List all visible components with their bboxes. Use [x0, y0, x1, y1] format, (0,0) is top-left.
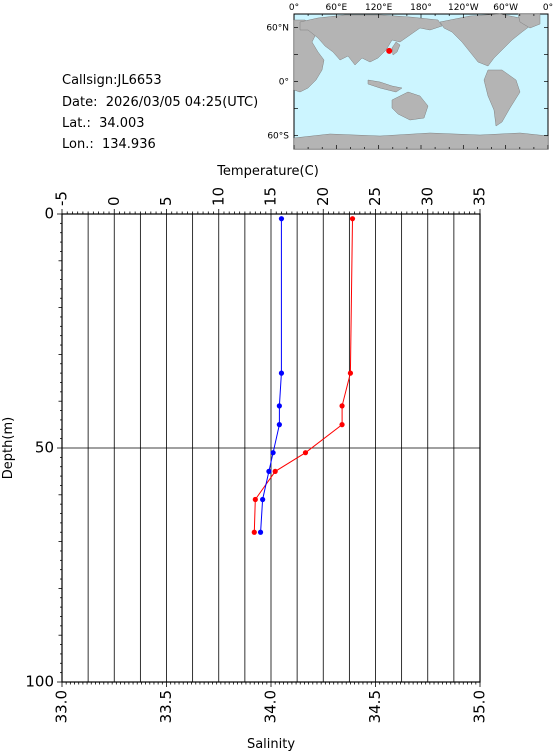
temperature-point: [272, 468, 278, 474]
salinity-point: [257, 529, 264, 535]
temperature-point: [339, 422, 345, 428]
map-lon-label: 120°W: [448, 3, 479, 13]
depth-tick-label: 50: [35, 439, 54, 457]
land-south-america: [483, 69, 521, 127]
land-indonesia: [367, 79, 403, 93]
temperature-tick-label: 20: [314, 187, 332, 206]
salinity-point: [260, 496, 266, 503]
map-lon-label: 180°: [410, 3, 432, 13]
plot-frame: [61, 213, 481, 683]
minor-ticks: [57, 209, 481, 687]
temperature-line: [253, 218, 353, 533]
temperature-tick-label: 5: [157, 196, 175, 206]
salinity-point: [276, 422, 282, 428]
temperature-tick-label: 25: [366, 187, 384, 206]
callsign-text: Callsign:JL6653: [62, 73, 162, 88]
map-lat-label: 60°N: [266, 24, 289, 34]
salinity-tick-label: 33.5: [157, 690, 175, 723]
salinity-point: [276, 403, 282, 409]
land-north-america: [439, 13, 531, 67]
land-greenland: [517, 13, 541, 29]
salinity-point: [270, 450, 276, 456]
temperature-point: [302, 450, 309, 456]
salinity-line: [260, 218, 282, 533]
map-lat-label: 0°: [279, 78, 289, 88]
map-lon-label: 0°: [289, 3, 299, 13]
map-land: [293, 13, 549, 150]
land-eurasia: [299, 14, 443, 66]
map-latitude-labels: 60°N 0° 60°S: [266, 24, 289, 142]
map-ticks: [293, 14, 549, 149]
temperature-tick-label: -5: [53, 191, 71, 206]
map-lon-label: 60°E: [326, 3, 348, 13]
salinity-point: [278, 216, 285, 222]
temperature-point: [252, 496, 258, 503]
date-text: Date: 2026/03/05 04:25(UTC): [62, 95, 259, 110]
land-australia: [391, 91, 429, 121]
salinity-tick-label: 35.0: [471, 690, 489, 723]
lon-text: Lon.: 134.936: [62, 137, 156, 152]
map-lat-label: 60°S: [267, 132, 289, 142]
temperature-tick-label: 30: [418, 187, 436, 206]
map-lon-label: 0°: [543, 3, 553, 13]
salinity-tick-label: 33.0: [53, 690, 71, 723]
chart-grid: [61, 214, 481, 682]
location-map: 0° 60°E 120°E 180° 120°W 60°W 0° 60°N 0° 60°S: [266, 3, 553, 150]
temperature-tick-label: 0: [105, 196, 123, 206]
salinity-axis-label: Salinity: [247, 737, 295, 751]
depth-tick-label: 0: [44, 205, 54, 223]
temperature-tick-label: 15: [262, 187, 280, 206]
land-japan: [391, 41, 401, 56]
lat-text: Lat.: 34.003: [62, 116, 145, 131]
depth-tick-label: 100: [25, 673, 54, 691]
temperature-point: [251, 529, 257, 535]
map-lon-label: 120°E: [365, 3, 393, 13]
station-marker: [386, 47, 393, 54]
salinity-point: [278, 370, 285, 376]
depth-axis-label: Depth(m): [1, 417, 16, 479]
salinity-point: [266, 468, 272, 474]
series-layer: [251, 216, 356, 535]
temperature-tick-label: 35: [471, 187, 489, 206]
temperature-axis-label: Temperature(C): [216, 164, 319, 179]
map-lon-label: 60°W: [493, 3, 518, 13]
salinity-tick-label: 34.5: [366, 690, 384, 723]
temperature-point: [347, 370, 354, 376]
temperature-point: [349, 216, 356, 222]
temperature-point: [339, 403, 345, 409]
map-longitude-labels: 0° 60°E 120°E 180° 120°W 60°W 0°: [289, 3, 553, 13]
temperature-tick-label: 10: [209, 187, 227, 206]
salinity-tick-label: 34.0: [262, 690, 280, 723]
